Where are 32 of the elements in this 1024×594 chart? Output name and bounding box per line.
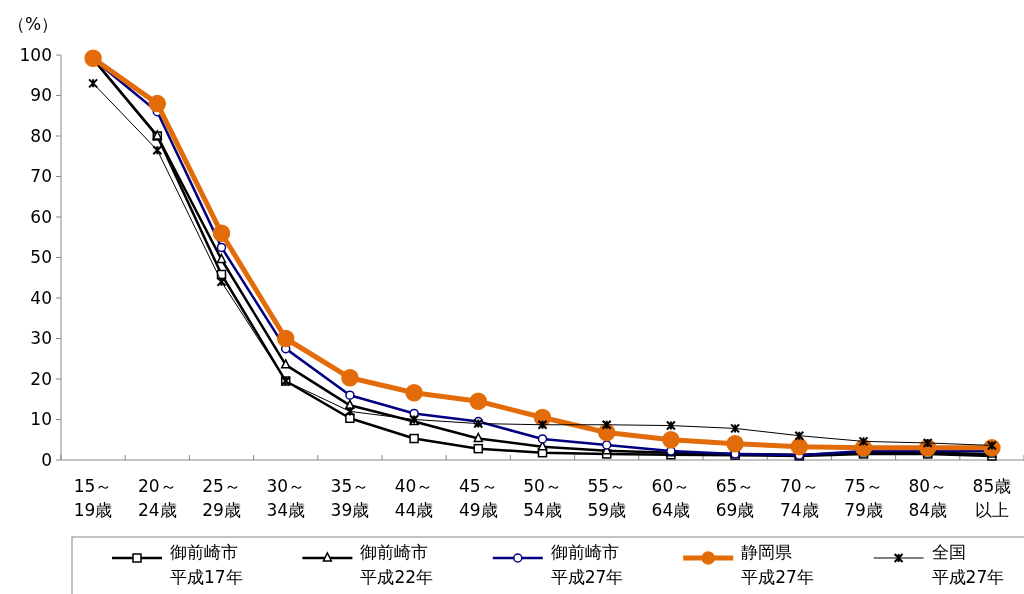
x-tick-label: 75～79歳 xyxy=(844,476,883,520)
x-tick-label: 40～44歳 xyxy=(394,476,434,520)
y-tick-label: 10 xyxy=(30,409,52,430)
legend-label: 御前崎市平成17年 xyxy=(170,542,243,587)
x-tick-label: 15～19歳 xyxy=(73,476,113,520)
x-tick-label: 55～59歳 xyxy=(587,476,627,520)
y-tick-label: 80 xyxy=(30,125,52,146)
x-tick-label: 65～69歳 xyxy=(715,476,755,520)
x-tick-label: 60～64歳 xyxy=(651,476,691,520)
x-tick-label: 85歳以上 xyxy=(972,476,1012,520)
y-tick-label: 20 xyxy=(30,368,52,389)
y-tick-label: 30 xyxy=(30,328,52,349)
legend-label: 静岡県平成27年 xyxy=(741,542,814,587)
x-tick-label: 35～39歳 xyxy=(330,476,370,520)
y-tick-label: 50 xyxy=(30,247,52,268)
y-tick-label: 90 xyxy=(30,85,52,106)
x-tick-label: 80～84歳 xyxy=(908,476,948,520)
x-tick-label: 45～49歳 xyxy=(458,476,498,520)
x-tick-label: 20～24歳 xyxy=(137,476,177,520)
x-tick-label: 25～29歳 xyxy=(202,476,241,520)
legend-label: 全国平成27年 xyxy=(931,542,1005,587)
legend-label: 御前崎市平成22年 xyxy=(360,542,434,587)
x-tick-label: 50～54歳 xyxy=(523,476,562,520)
y-tick-label: 60 xyxy=(30,206,52,227)
y-axis-title: （%） xyxy=(8,14,59,34)
legend-label: 御前崎市平成27年 xyxy=(550,542,624,587)
y-tick-label: 100 xyxy=(19,44,52,65)
y-tick-label: 70 xyxy=(30,166,52,187)
x-tick-label: 70～74歳 xyxy=(779,476,819,520)
y-tick-label: 0 xyxy=(41,449,52,470)
y-tick-label: 40 xyxy=(30,287,52,308)
x-tick-label: 30～34歳 xyxy=(266,476,306,520)
